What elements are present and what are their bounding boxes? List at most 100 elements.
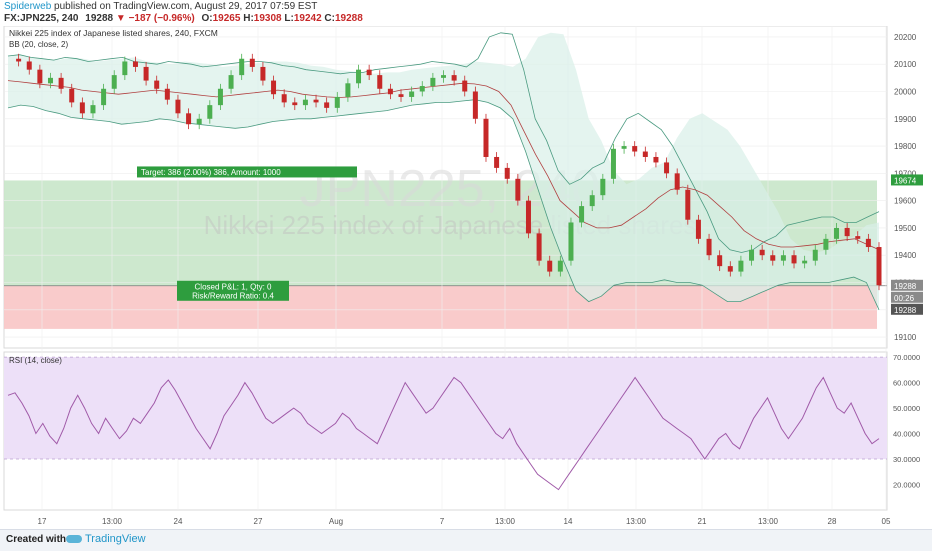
rsi-tick-label: 60.0000 bbox=[893, 379, 920, 388]
candle-body bbox=[547, 260, 553, 272]
candle-body bbox=[674, 173, 680, 190]
candle-body bbox=[494, 156, 500, 168]
time-tick-label: 05 bbox=[882, 517, 891, 526]
candle-body bbox=[749, 249, 755, 261]
open-label: O: bbox=[201, 13, 213, 24]
time-tick-label: 24 bbox=[174, 517, 183, 526]
candle-body bbox=[653, 156, 659, 163]
candle-body bbox=[812, 249, 818, 261]
rsi-series-line bbox=[7, 376, 880, 491]
candle-body bbox=[791, 255, 797, 264]
price-tick-label: 20200 bbox=[894, 33, 917, 42]
close-label: C: bbox=[324, 13, 335, 24]
candle-body bbox=[664, 162, 670, 174]
candle-body bbox=[610, 148, 616, 179]
candle-body bbox=[324, 102, 330, 108]
candle-body bbox=[717, 255, 723, 267]
high-value: 19308 bbox=[253, 13, 282, 24]
candle-body bbox=[409, 91, 415, 97]
rsi-tick-label: 70.0000 bbox=[893, 353, 920, 362]
bb-indicator-label: BB (20, close, 2) bbox=[9, 40, 68, 49]
candle-body bbox=[441, 75, 446, 78]
time-tick-label: 7 bbox=[440, 517, 445, 526]
candle-body bbox=[759, 249, 765, 256]
candle-body bbox=[196, 118, 202, 125]
candle-body bbox=[377, 75, 383, 89]
candle-body bbox=[356, 69, 362, 84]
rsi-tick-label: 20.0000 bbox=[893, 481, 920, 490]
candle-body bbox=[90, 105, 96, 114]
last-price-tag: 19288 bbox=[894, 282, 917, 291]
time-tick-label: 27 bbox=[254, 517, 263, 526]
main-chart-title: Nikkei 225 index of Japanese listed shar… bbox=[9, 28, 218, 38]
pnl-label-bg bbox=[177, 280, 289, 301]
rsi-tick-label: 40.0000 bbox=[893, 430, 920, 439]
candle-body bbox=[780, 255, 786, 261]
time-tick-label: 21 bbox=[698, 517, 707, 526]
candle-body bbox=[132, 61, 138, 67]
stop-price-tag-bg bbox=[891, 303, 923, 315]
candle-body bbox=[175, 99, 181, 114]
tradingview-logo[interactable]: TradingView bbox=[66, 533, 146, 545]
time-tick-label: 17 bbox=[38, 517, 47, 526]
price-tick-label: 20000 bbox=[894, 87, 917, 96]
candle-body bbox=[472, 91, 478, 119]
rsi-tick-label: 30.0000 bbox=[893, 455, 920, 464]
target-price-tag-bg bbox=[891, 174, 923, 186]
author-link[interactable]: Spiderweb bbox=[4, 1, 52, 12]
symbol-text: FX:JPN225, 240 bbox=[4, 13, 79, 24]
price-tick-label: 19600 bbox=[894, 197, 917, 206]
countdown-tag-bg bbox=[891, 291, 923, 303]
bollinger-basis-line bbox=[7, 80, 880, 251]
candle-body bbox=[387, 88, 393, 95]
candle-body bbox=[47, 77, 53, 84]
time-tick-label: 13:00 bbox=[758, 517, 779, 526]
pnl-label-text: Closed P&L: 1, Qty: 0 bbox=[195, 282, 272, 291]
change-text: −187 (−0.96%) bbox=[128, 13, 195, 24]
candle-body bbox=[589, 195, 595, 207]
candle-body bbox=[302, 99, 308, 106]
footer-bar: Created with TradingView bbox=[0, 529, 932, 551]
candle-body bbox=[334, 96, 340, 108]
candle-body bbox=[111, 75, 117, 89]
time-tick-label: 13:00 bbox=[495, 517, 516, 526]
candle-body bbox=[632, 146, 638, 152]
price-tick-label: 20100 bbox=[894, 60, 917, 69]
published-text: published on TradingView.com, August 29,… bbox=[54, 1, 318, 12]
target-price-tag: 19674 bbox=[894, 176, 917, 185]
candle-body bbox=[58, 77, 64, 89]
candle-body bbox=[727, 266, 733, 272]
candle-body bbox=[16, 58, 22, 62]
candle-body bbox=[536, 233, 542, 261]
candle-body bbox=[844, 227, 850, 237]
candle-body bbox=[37, 69, 43, 84]
candle-body bbox=[621, 146, 627, 149]
candle-body bbox=[271, 80, 277, 95]
candle-body bbox=[770, 255, 776, 261]
chart-header: Spiderweb published on TradingView.com, … bbox=[0, 0, 932, 26]
candle-body bbox=[143, 66, 149, 81]
candle-body bbox=[292, 102, 298, 106]
candle-body bbox=[239, 58, 245, 76]
target-label-bg bbox=[137, 166, 357, 178]
candle-body bbox=[366, 69, 372, 76]
candle-body bbox=[249, 58, 255, 67]
candle-body bbox=[738, 260, 744, 272]
candle-body bbox=[504, 167, 510, 179]
stop-price-tag: 19288 bbox=[894, 306, 917, 315]
time-tick-label: 28 bbox=[828, 517, 837, 526]
candle-body bbox=[154, 80, 160, 89]
candle-body bbox=[579, 206, 585, 223]
symbol-line: FX:JPN225, 240 19288 ▼ −187 (−0.96%) O:1… bbox=[4, 13, 363, 24]
time-tick-label: 13:00 bbox=[102, 517, 123, 526]
candle-body bbox=[281, 94, 287, 103]
low-label: L: bbox=[284, 13, 294, 24]
candle-body bbox=[451, 75, 457, 81]
candle-body bbox=[313, 99, 319, 103]
brand-text: TradingView bbox=[85, 533, 146, 545]
low-value: 19242 bbox=[293, 13, 322, 24]
candle-body bbox=[462, 80, 468, 92]
bollinger-lower-line bbox=[7, 99, 880, 310]
candle-body bbox=[568, 222, 574, 261]
